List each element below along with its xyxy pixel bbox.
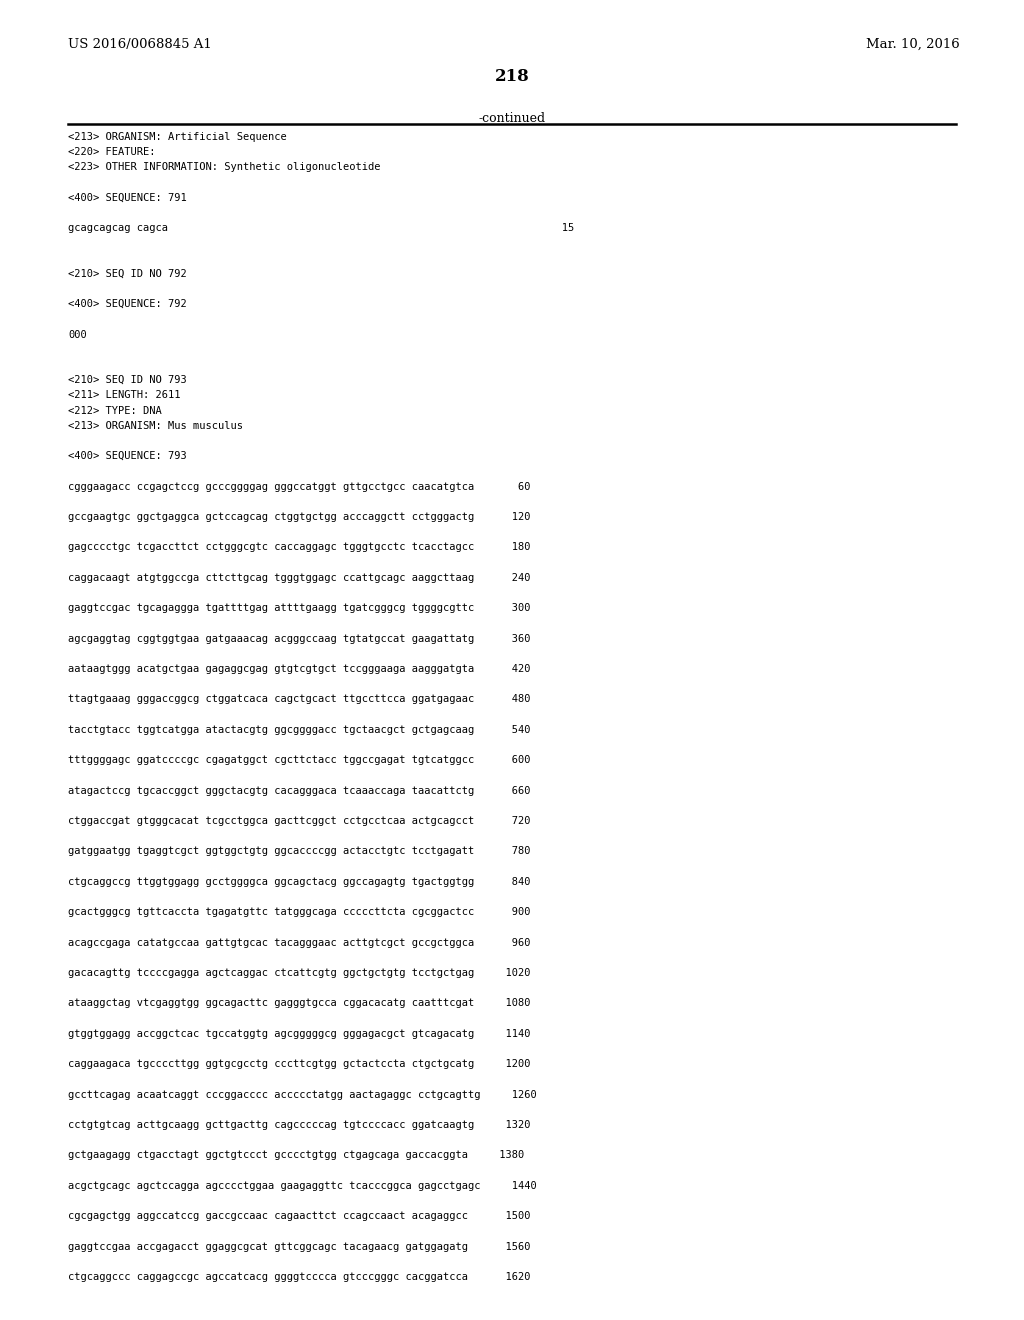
Text: <400> SEQUENCE: 791: <400> SEQUENCE: 791 <box>68 193 186 203</box>
Text: cgggaagacc ccgagctccg gcccggggag gggccatggt gttgcctgcc caacatgtca       60: cgggaagacc ccgagctccg gcccggggag gggccat… <box>68 482 530 491</box>
Text: <212> TYPE: DNA: <212> TYPE: DNA <box>68 405 162 416</box>
Text: atagactccg tgcaccggct gggctacgtg cacagggaca tcaaaccaga taacattctg      660: atagactccg tgcaccggct gggctacgtg cacaggg… <box>68 785 530 796</box>
Text: ctgcaggccc caggagccgc agccatcacg ggggtcccca gtcccgggc cacggatcca      1620: ctgcaggccc caggagccgc agccatcacg ggggtcc… <box>68 1272 530 1282</box>
Text: tacctgtacc tggtcatgga atactacgtg ggcggggacc tgctaacgct gctgagcaag      540: tacctgtacc tggtcatgga atactacgtg ggcgggg… <box>68 725 530 735</box>
Text: ctgcaggccg ttggtggagg gcctggggca ggcagctacg ggccagagtg tgactggtgg      840: ctgcaggccg ttggtggagg gcctggggca ggcagct… <box>68 876 530 887</box>
Text: 000: 000 <box>68 330 87 339</box>
Text: gagcccctgc tcgaccttct cctgggcgtc caccaggagc tgggtgcctc tcacctagcc      180: gagcccctgc tcgaccttct cctgggcgtc caccagg… <box>68 543 530 552</box>
Text: gtggtggagg accggctcac tgccatggtg agcgggggcg gggagacgct gtcagacatg     1140: gtggtggagg accggctcac tgccatggtg agcgggg… <box>68 1028 530 1039</box>
Text: aataagtggg acatgctgaa gagaggcgag gtgtcgtgct tccgggaaga aagggatgta      420: aataagtggg acatgctgaa gagaggcgag gtgtcgt… <box>68 664 530 675</box>
Text: gcactgggcg tgttcaccta tgagatgttc tatgggcaga cccccttcta cgcggactcc      900: gcactgggcg tgttcaccta tgagatgttc tatgggc… <box>68 907 530 917</box>
Text: gctgaagagg ctgacctagt ggctgtccct gcccctgtgg ctgagcaga gaccacggta     1380: gctgaagagg ctgacctagt ggctgtccct gcccctg… <box>68 1151 524 1160</box>
Text: ctggaccgat gtgggcacat tcgcctggca gacttcggct cctgcctcaa actgcagcct      720: ctggaccgat gtgggcacat tcgcctggca gacttcg… <box>68 816 530 826</box>
Text: ataaggctag vtcgaggtgg ggcagacttc gagggtgcca cggacacatg caatttcgat     1080: ataaggctag vtcgaggtgg ggcagacttc gagggtg… <box>68 998 530 1008</box>
Text: -continued: -continued <box>478 112 546 125</box>
Text: <210> SEQ ID NO 793: <210> SEQ ID NO 793 <box>68 375 186 385</box>
Text: cgcgagctgg aggccatccg gaccgccaac cagaacttct ccagccaact acagaggcc      1500: cgcgagctgg aggccatccg gaccgccaac cagaact… <box>68 1212 530 1221</box>
Text: <400> SEQUENCE: 792: <400> SEQUENCE: 792 <box>68 300 186 309</box>
Text: gccgaagtgc ggctgaggca gctccagcag ctggtgctgg acccaggctt cctgggactg      120: gccgaagtgc ggctgaggca gctccagcag ctggtgc… <box>68 512 530 521</box>
Text: <211> LENGTH: 2611: <211> LENGTH: 2611 <box>68 391 180 400</box>
Text: caggacaagt atgtggccga cttcttgcag tgggtggagc ccattgcagc aaggcttaag      240: caggacaagt atgtggccga cttcttgcag tgggtgg… <box>68 573 530 583</box>
Text: tttggggagc ggatccccgc cgagatggct cgcttctacc tggccgagat tgtcatggcc      600: tttggggagc ggatccccgc cgagatggct cgcttct… <box>68 755 530 766</box>
Text: gccttcagag acaatcaggt cccggacccc accccctatgg aactagaggc cctgcagttg     1260: gccttcagag acaatcaggt cccggacccc accccct… <box>68 1089 537 1100</box>
Text: cctgtgtcag acttgcaagg gcttgacttg cagcccccag tgtccccacc ggatcaagtg     1320: cctgtgtcag acttgcaagg gcttgacttg cagcccc… <box>68 1119 530 1130</box>
Text: <220> FEATURE:: <220> FEATURE: <box>68 148 156 157</box>
Text: acagccgaga catatgccaa gattgtgcac tacagggaac acttgtcgct gccgctggca      960: acagccgaga catatgccaa gattgtgcac tacaggg… <box>68 937 530 948</box>
Text: acgctgcagc agctccagga agcccctggaa gaagaggttc tcacccggca gagcctgagc     1440: acgctgcagc agctccagga agcccctggaa gaagag… <box>68 1181 537 1191</box>
Text: ttagtgaaag gggaccggcg ctggatcaca cagctgcact ttgccttcca ggatgagaac      480: ttagtgaaag gggaccggcg ctggatcaca cagctgc… <box>68 694 530 705</box>
Text: gaggtccgaa accgagacct ggaggcgcat gttcggcagc tacagaacg gatggagatg      1560: gaggtccgaa accgagacct ggaggcgcat gttcggc… <box>68 1242 530 1251</box>
Text: US 2016/0068845 A1: US 2016/0068845 A1 <box>68 38 212 51</box>
Text: 218: 218 <box>495 69 529 84</box>
Text: <223> OTHER INFORMATION: Synthetic oligonucleotide: <223> OTHER INFORMATION: Synthetic oligo… <box>68 162 381 173</box>
Text: <213> ORGANISM: Artificial Sequence: <213> ORGANISM: Artificial Sequence <box>68 132 287 143</box>
Text: gacacagttg tccccgagga agctcaggac ctcattcgtg ggctgctgtg tcctgctgag     1020: gacacagttg tccccgagga agctcaggac ctcattc… <box>68 968 530 978</box>
Text: gaggtccgac tgcagaggga tgattttgag attttgaagg tgatcgggcg tggggcgttc      300: gaggtccgac tgcagaggga tgattttgag attttga… <box>68 603 530 614</box>
Text: caggaagaca tgccccttgg ggtgcgcctg cccttcgtgg gctactccta ctgctgcatg     1200: caggaagaca tgccccttgg ggtgcgcctg cccttcg… <box>68 1059 530 1069</box>
Text: gatggaatgg tgaggtcgct ggtggctgtg ggcaccccgg actacctgtc tcctgagatt      780: gatggaatgg tgaggtcgct ggtggctgtg ggcaccc… <box>68 846 530 857</box>
Text: agcgaggtag cggtggtgaa gatgaaacag acgggccaag tgtatgccat gaagattatg      360: agcgaggtag cggtggtgaa gatgaaacag acgggcc… <box>68 634 530 644</box>
Text: Mar. 10, 2016: Mar. 10, 2016 <box>866 38 961 51</box>
Text: gcagcagcag cagca                                                               1: gcagcagcag cagca 1 <box>68 223 574 234</box>
Text: <400> SEQUENCE: 793: <400> SEQUENCE: 793 <box>68 451 186 461</box>
Text: <213> ORGANISM: Mus musculus: <213> ORGANISM: Mus musculus <box>68 421 243 430</box>
Text: <210> SEQ ID NO 792: <210> SEQ ID NO 792 <box>68 269 186 279</box>
